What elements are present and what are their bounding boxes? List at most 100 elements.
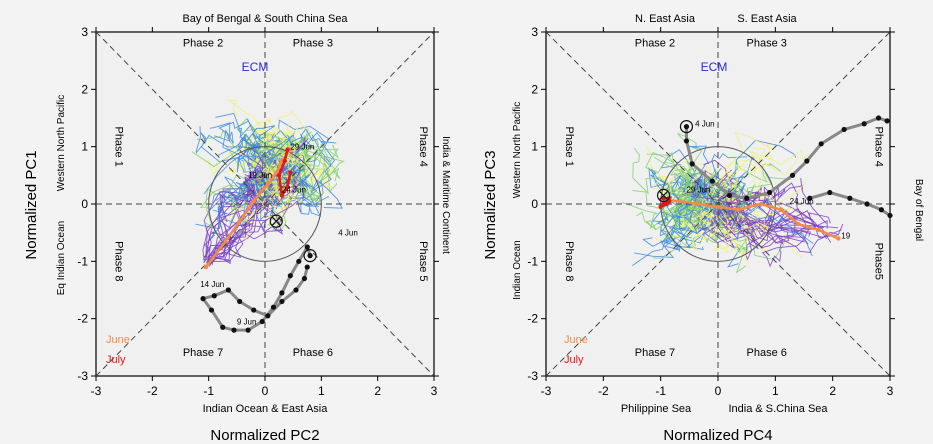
x-tick-label: -2 [598, 384, 609, 398]
series-point-june [836, 236, 840, 240]
right-model-label: ECM [701, 60, 728, 74]
phase-label: Phase 7 [635, 347, 675, 359]
phase-label: Phase 4 [873, 126, 885, 166]
series-point-observed [231, 328, 236, 333]
y-tick-label: 0 [81, 197, 88, 211]
date-annotation: 19 [841, 231, 850, 240]
series-point-june [779, 208, 783, 212]
phase-label: Phase 8 [113, 241, 125, 281]
date-annotation: 24 Jun [282, 186, 306, 195]
left-top-label: Bay of Bengal & South China Sea [182, 13, 348, 25]
y-tick-label: 1 [531, 140, 538, 154]
series-point-observed [744, 196, 749, 201]
series-point-july [283, 159, 287, 163]
series-point-june [696, 202, 700, 206]
series-point-observed [279, 290, 284, 295]
series-point-observed [876, 115, 881, 120]
x-tick-label: 3 [431, 384, 438, 398]
series-point-observed_tail [887, 213, 892, 218]
phase-label: Phase 1 [113, 126, 125, 166]
y-tick-label: 0 [531, 197, 538, 211]
y-tick-label: -2 [527, 312, 538, 326]
series-point-observed [804, 158, 809, 163]
series-point-observed_tail [847, 196, 852, 201]
series-point-observed [305, 264, 310, 269]
right-x-axis-title: Normalized PC4 [663, 427, 772, 444]
series-point-observed [200, 296, 205, 301]
phase-label: Phase 6 [293, 347, 333, 359]
series-point-observed [226, 287, 231, 292]
date-annotation: 4 Jun [338, 229, 358, 238]
series-point-june [759, 202, 763, 206]
phase-label: Phase 1 [563, 126, 575, 166]
series-point-june [796, 222, 800, 226]
x-tick-label: 3 [887, 384, 894, 398]
right-legend-july: July [564, 354, 584, 366]
y-tick-label: -1 [77, 254, 88, 268]
series-point-observed [690, 161, 695, 166]
series-point-observed [265, 313, 270, 318]
date-annotation: 9 Jun [237, 317, 257, 326]
series-point-july [288, 170, 292, 174]
y-tick-label: -3 [77, 369, 88, 383]
observed-start-dot [308, 254, 312, 258]
y-tick-label: 1 [81, 140, 88, 154]
series-point-observed [271, 305, 276, 310]
series-point-observed_tail [827, 190, 832, 195]
right-top-label-ne-asia: N. East Asia [635, 13, 696, 25]
x-tick-label: 1 [772, 384, 779, 398]
series-point-june [266, 182, 270, 186]
x-tick-label: -2 [147, 384, 158, 398]
left-side-label-wnp: Western North Pacific [56, 95, 67, 192]
phase-label: Phase 3 [293, 37, 333, 49]
series-point-observed [279, 299, 284, 304]
series-point-observed_tail [879, 207, 884, 212]
series-point-june [223, 239, 227, 243]
y-tick-label: -3 [527, 369, 538, 383]
phase-label: Phase 2 [183, 37, 223, 49]
phase-label: Phase 7 [183, 347, 223, 359]
series-point-observed [727, 193, 732, 198]
series-point-observed [288, 273, 293, 278]
left-x-axis-title: Normalized PC2 [210, 427, 319, 444]
right-y-axis-title: Normalized PC3 [482, 150, 499, 259]
series-point-observed [684, 138, 689, 143]
series-point-july [285, 147, 289, 151]
series-point-observed [237, 299, 242, 304]
series-point-june [252, 199, 256, 203]
series-point-june [716, 205, 720, 209]
series-point-observed [842, 127, 847, 132]
series-point-observed [293, 287, 298, 292]
left-model-label: ECM [242, 60, 269, 74]
series-point-observed [302, 276, 307, 281]
right-bottom-label-philippine: Philippine Sea [621, 403, 692, 415]
left-legend-july: July [106, 354, 126, 366]
date-annotation: 14 Jun [200, 280, 224, 289]
series-point-observed [885, 118, 890, 123]
left-legend-june: June [106, 334, 130, 346]
observed-start-dot [684, 125, 688, 129]
phase-label: Phase 8 [563, 241, 575, 281]
right-side-label-indian-ocean: Indian Ocean [512, 240, 523, 300]
phase-label: Phase 3 [747, 37, 787, 49]
series-point-observed [862, 121, 867, 126]
series-point-observed [260, 319, 265, 324]
left-y-axis-title: Normalized PC1 [23, 150, 40, 259]
series-point-july [664, 202, 668, 206]
right-legend-june: June [564, 334, 588, 346]
series-point-observed [246, 328, 251, 333]
x-tick-label: -3 [541, 384, 552, 398]
right-top-label-se-asia: S. East Asia [737, 13, 797, 25]
x-tick-label: 0 [715, 384, 722, 398]
right-phase-guides [546, 32, 890, 376]
date-annotation: 24 Jun [790, 197, 814, 206]
series-point-observed [790, 173, 795, 178]
series-point-june [736, 208, 740, 212]
series-point-observed [819, 141, 824, 146]
y-tick-label: 3 [531, 25, 538, 39]
series-point-june [237, 219, 241, 223]
series-point-june [204, 265, 208, 269]
phase-label: Phase 4 [417, 126, 429, 166]
x-tick-label: 2 [829, 384, 836, 398]
